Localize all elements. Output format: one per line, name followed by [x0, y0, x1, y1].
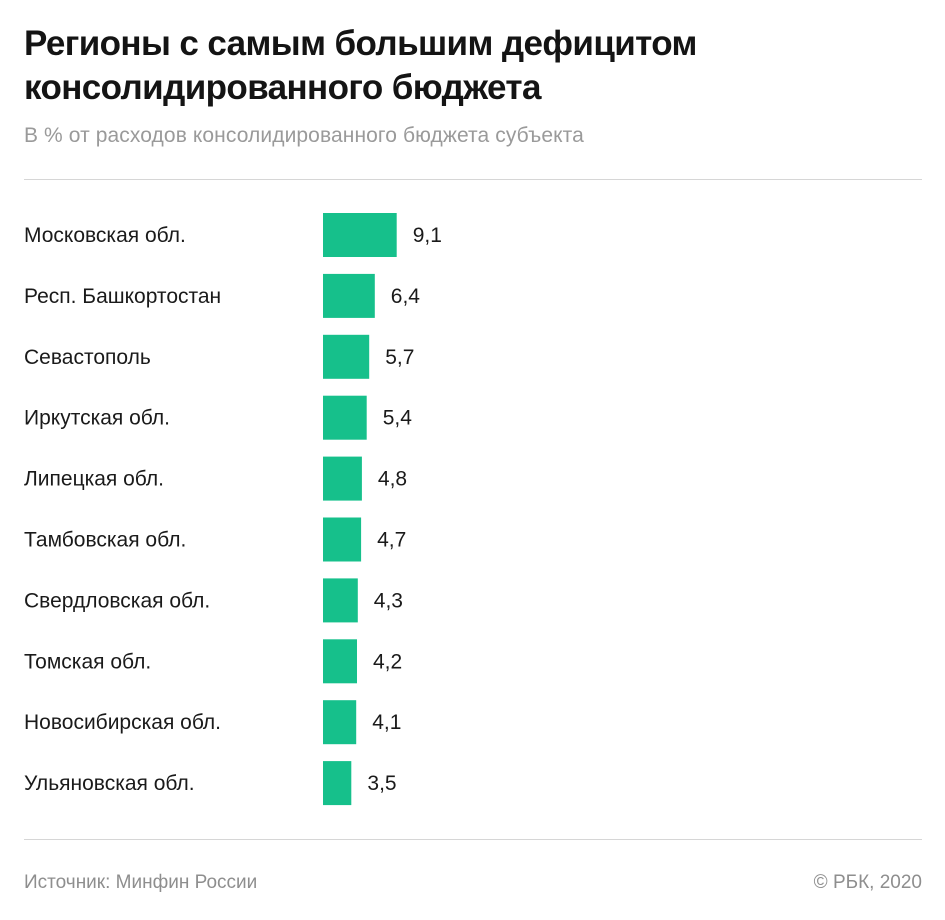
category-label: Свердловская обл. — [24, 589, 210, 612]
category-label: Ульяновская обл. — [24, 772, 195, 795]
category-label: Респ. Башкортостан — [24, 285, 221, 308]
bar-row: Липецкая обл. 4,8 — [24, 456, 407, 501]
bar-row: Севастополь 5,7 — [24, 334, 414, 379]
bar-row: Ульяновская обл. 3,5 — [24, 761, 397, 806]
value-label: 5,4 — [383, 407, 413, 430]
category-label: Новосибирская обл. — [24, 711, 221, 734]
bar-row: Иркутская обл. 5,4 — [24, 395, 413, 440]
source-note: Источник: Минфин России — [24, 872, 258, 893]
copyright-note: © РБК, 2020 — [813, 872, 922, 893]
category-label: Севастополь — [24, 346, 151, 369]
top-divider — [24, 179, 922, 180]
bar-chart: Московская обл. 9,1 Респ. Башкортостан 6,4 С… — [24, 213, 442, 806]
value-label: 5,7 — [385, 346, 414, 369]
bottom-divider — [24, 839, 922, 840]
bar-row: Томская обл. 4,2 — [24, 639, 402, 684]
bar-row: Свердловская обл. 4,3 — [24, 578, 403, 623]
value-label: 9,1 — [413, 224, 442, 247]
bar — [323, 517, 362, 562]
value-label: 6,4 — [391, 285, 421, 308]
category-label: Липецкая обл. — [24, 468, 164, 491]
value-label: 4,8 — [378, 468, 407, 491]
bar-row: Новосибирская обл. 4,1 — [24, 700, 401, 745]
chart-title: Регионы с самым большим дефицитом консол… — [24, 24, 697, 107]
category-label: Тамбовская обл. — [24, 529, 186, 552]
category-label: Московская обл. — [24, 224, 186, 247]
value-label: 4,2 — [373, 650, 402, 673]
value-label: 4,3 — [374, 589, 403, 612]
bar — [323, 213, 397, 257]
bar — [323, 639, 357, 684]
bar-row: Московская обл. 9,1 — [24, 213, 442, 257]
bar — [323, 761, 352, 806]
chart-subtitle: В % от расходов консолидированного бюдже… — [24, 124, 584, 147]
bar — [323, 578, 358, 623]
value-label: 3,5 — [367, 772, 396, 795]
bar-row: Тамбовская обл. 4,7 — [24, 517, 406, 562]
value-label: 4,1 — [372, 711, 401, 734]
category-label: Иркутская обл. — [24, 407, 170, 430]
bar — [323, 700, 357, 745]
bar — [323, 273, 375, 318]
value-label: 4,7 — [377, 529, 406, 552]
category-label: Томская обл. — [24, 650, 151, 673]
bar-row: Респ. Башкортостан 6,4 — [24, 273, 421, 318]
bar — [323, 395, 367, 440]
bar — [323, 456, 362, 501]
bar — [323, 334, 370, 379]
